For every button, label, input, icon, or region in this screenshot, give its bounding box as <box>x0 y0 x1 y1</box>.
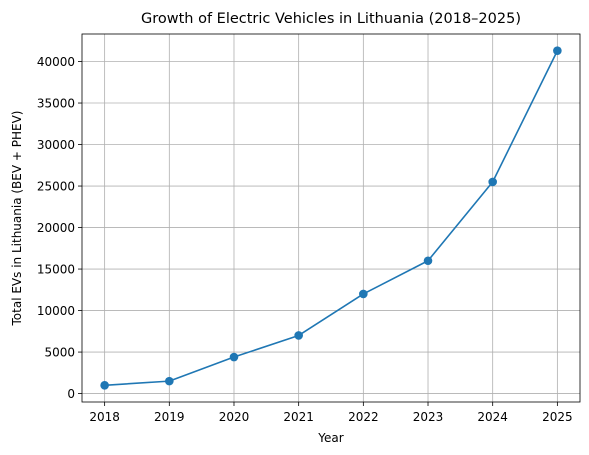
y-tick-label: 5000 <box>44 346 75 360</box>
x-axis-ticks: 2018 2019 2020 2021 2022 2023 2024 2025 <box>89 402 573 424</box>
data-point-marker <box>229 352 239 362</box>
x-tick-label: 2020 <box>219 410 250 424</box>
y-axis-ticks: 0 5000 10000 15000 20000 25000 30000 35000 40000 <box>37 55 82 401</box>
y-tick-label: 35000 <box>37 97 75 111</box>
x-tick-label: 2025 <box>542 410 573 424</box>
chart-title: Growth of Electric Vehicles in Lithuania… <box>141 11 521 27</box>
data-point-marker <box>294 331 303 340</box>
x-tick-label: 2018 <box>89 410 120 424</box>
y-tick-label: 40000 <box>37 55 75 69</box>
y-axis-label: Total EVs in Lithuania (BEV + PHEV) <box>10 111 24 327</box>
plot-area-frame <box>81 33 581 403</box>
data-point-marker <box>488 177 497 187</box>
data-point-marker <box>553 46 562 56</box>
data-point-marker <box>359 289 368 299</box>
series-layer <box>100 46 562 390</box>
x-tick-label: 2021 <box>283 410 314 424</box>
series-line <box>104 50 559 387</box>
x-tick-label: 2019 <box>154 410 185 424</box>
x-axis-label: Year <box>317 431 343 445</box>
grid-lines <box>82 34 580 402</box>
y-tick-label: 25000 <box>37 180 75 194</box>
data-point-marker <box>100 380 109 390</box>
data-point-marker <box>423 256 433 266</box>
y-tick-label: 15000 <box>37 263 75 277</box>
y-tick-label: 0 <box>67 387 75 401</box>
x-tick-label: 2022 <box>348 410 379 424</box>
data-point-marker <box>165 376 174 386</box>
y-tick-label: 20000 <box>37 221 75 235</box>
x-tick-label: 2024 <box>477 410 508 424</box>
y-tick-label: 10000 <box>37 304 75 318</box>
x-tick-label: 2023 <box>413 410 444 424</box>
y-tick-label: 30000 <box>37 138 75 152</box>
